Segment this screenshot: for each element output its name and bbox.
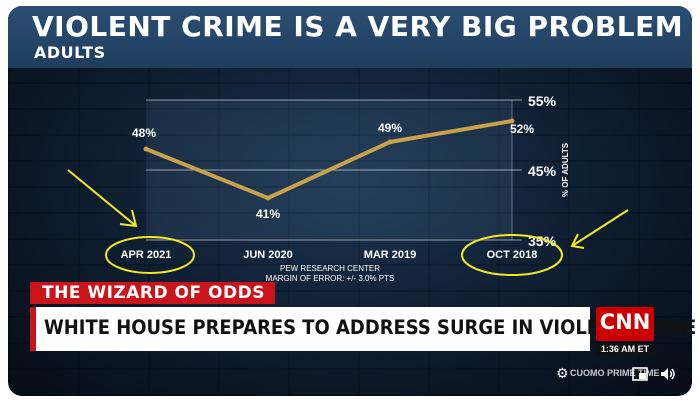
plot-area: 55% 45% 35% % OF ADULTS 48% 41% 49% 52% APR 2021… [121, 93, 570, 283]
x-tick-label: APR 2021 [121, 249, 172, 261]
x-tick-label: JUN 2020 [243, 249, 293, 261]
data-label: 41% [256, 207, 280, 221]
video-frame[interactable]: VIOLENT CRIME IS A VERY BIG PROBLEM ADUL… [8, 6, 692, 396]
speaker-icon[interactable] [660, 367, 676, 384]
kicker-label: THE WIZARD OF ODDS [30, 282, 275, 304]
y-tick-label: 55% [528, 93, 557, 109]
data-label: 52% [510, 122, 534, 136]
annotation-arrow-head [570, 233, 585, 249]
data-point [509, 118, 515, 124]
annotations [67, 169, 629, 276]
gear-icon[interactable]: ⚙ [556, 366, 569, 382]
source-label: PEW RESEARCH CENTER [280, 264, 380, 273]
headline-band: VIOLENT CRIME IS A VERY BIG PROBLEM ADUL… [8, 6, 692, 68]
data-label: 48% [132, 126, 156, 140]
margin-of-error-label: MARGIN OF ERROR: +/- 3.0% PTS [266, 274, 395, 283]
banner-headline: WHITE HOUSE PREPARES TO ADDRESS SURGE IN… [44, 316, 697, 339]
annotation-circle [461, 234, 563, 276]
annotation-circle [105, 236, 195, 274]
series-line [145, 119, 513, 200]
annotation-arrow-shaft [67, 169, 137, 227]
picture-in-picture-icon[interactable] [632, 367, 648, 384]
network-logo-text: CNN [599, 310, 651, 334]
x-tick-label: OCT 2018 [487, 249, 538, 261]
annotation-arrow-shaft [571, 209, 629, 247]
video-controls: CUOMO PRIME TIME ⚙ [550, 362, 680, 388]
y-tick-label: 35% [528, 233, 557, 249]
y-axis-label: % OF ADULTS [561, 142, 570, 197]
data-point [387, 139, 393, 145]
headline-banner: WHITE HOUSE PREPARES TO ADDRESS SURGE IN… [30, 307, 696, 351]
chart-subtitle: ADULTS [34, 43, 106, 62]
network-logo: CNN [596, 307, 654, 341]
lower-third: THE WIZARD OF ODDS WHITE HOUSE PREPARES … [30, 282, 696, 362]
annotation-arrow-head [119, 209, 138, 228]
data-point [143, 146, 149, 152]
data-label: 49% [378, 121, 402, 135]
show-name: CUOMO PRIME TIME [570, 368, 660, 378]
chart-title: VIOLENT CRIME IS A VERY BIG PROBLEM [32, 10, 684, 43]
x-tick-label: MAR 2019 [364, 249, 417, 261]
clock: 1:36 AM ET [596, 343, 654, 355]
data-point [265, 195, 271, 201]
y-tick-label: 45% [528, 163, 557, 179]
